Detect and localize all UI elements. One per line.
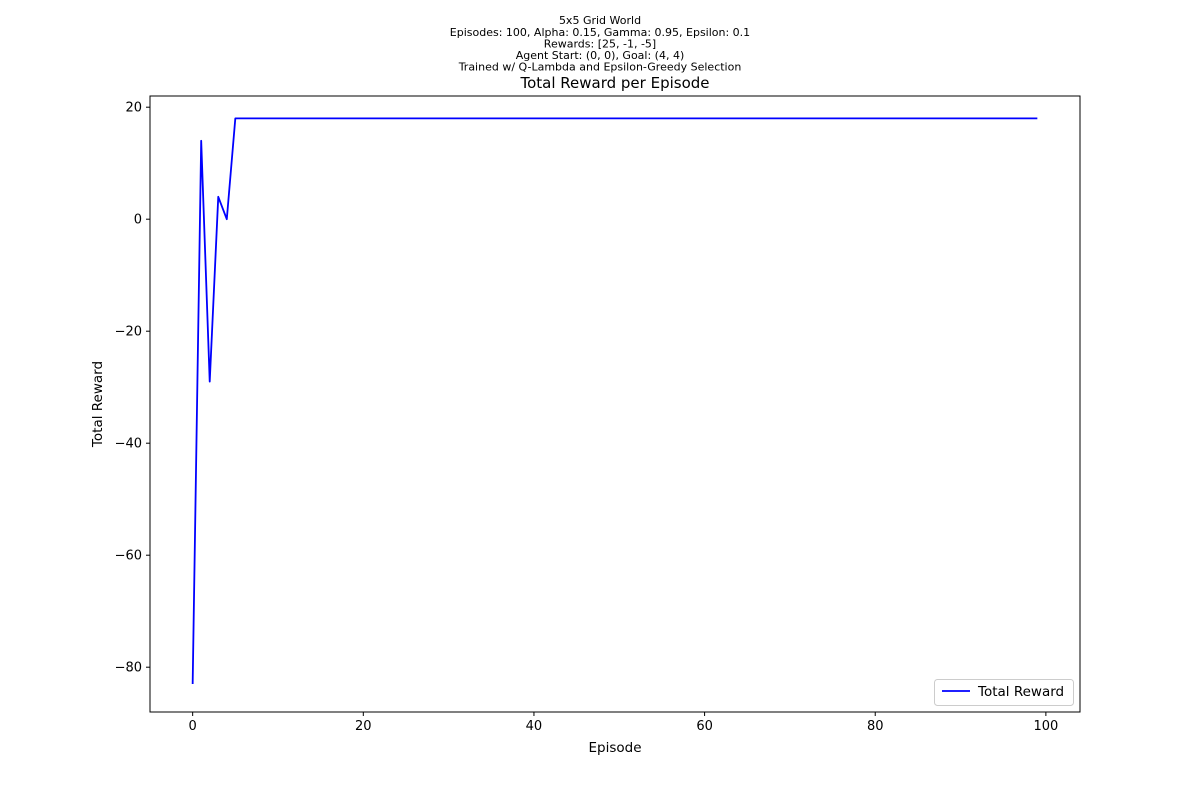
series-layer	[191, 117, 1038, 685]
legend: Total Reward	[934, 679, 1074, 706]
x-axis-label: Episode	[588, 740, 641, 756]
figure-suptitle: 5x5 Grid World Episodes: 100, Alpha: 0.1…	[450, 14, 750, 74]
y-tick-label: 20	[125, 101, 142, 116]
x-tick-label: 40	[526, 719, 543, 734]
chart-title: Total Reward per Episode	[519, 74, 709, 92]
legend-label-total-reward: Total Reward	[977, 684, 1064, 700]
y-tick-label: −80	[115, 661, 142, 676]
suptitle-line-5: Trained w/ Q-Lambda and Epsilon-Greedy S…	[458, 61, 742, 74]
plot-area-frame	[149, 95, 1081, 713]
y-tick-label: −60	[115, 549, 142, 564]
y-axis-ticks: −80 −60 −40 −20 0 20	[115, 101, 150, 676]
y-tick-label: −40	[115, 437, 142, 452]
suptitle-line-3: Rewards: [25, -1, -5]	[544, 38, 656, 51]
suptitle-line-1: 5x5 Grid World	[559, 14, 641, 27]
x-tick-label: 0	[189, 719, 197, 734]
legend-box	[934, 679, 1074, 706]
suptitle-line-4: Agent Start: (0, 0), Goal: (4, 4)	[516, 49, 685, 62]
x-tick-label: 80	[867, 719, 884, 734]
suptitle-line-2: Episodes: 100, Alpha: 0.15, Gamma: 0.95,…	[450, 26, 750, 39]
y-tick-label: −20	[115, 325, 142, 340]
x-axis-ticks: 0 20 40 60 80 100	[189, 712, 1058, 734]
x-tick-label: 100	[1033, 719, 1058, 734]
x-tick-label: 60	[696, 719, 713, 734]
series-line-total-reward	[191, 117, 1038, 685]
y-tick-label: 0	[134, 213, 142, 228]
y-axis-label: Total Reward	[90, 361, 106, 448]
x-tick-label: 20	[355, 719, 372, 734]
